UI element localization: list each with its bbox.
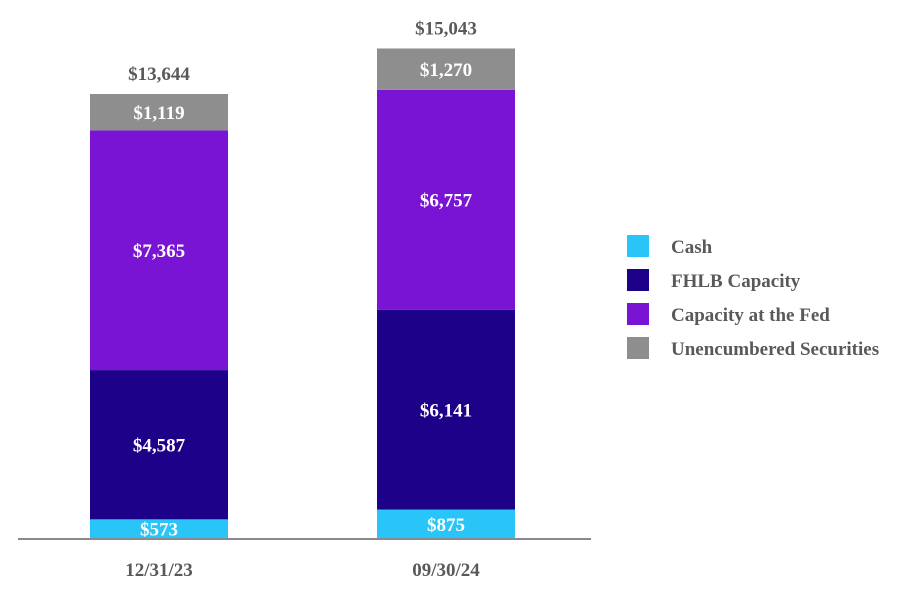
legend-swatch [627,269,649,291]
legend-swatch [627,303,649,325]
legend-label: Capacity at the Fed [671,305,830,326]
bar-segment-unencumbered-securities [90,94,228,131]
bar-segment-unencumbered-securities [377,48,515,90]
data-label: $6,141 [420,401,472,422]
legend-label: Unencumbered Securities [671,339,879,360]
data-label: $7,365 [133,241,185,262]
data-label: $1,270 [420,60,472,81]
total-label: $13,644 [128,64,190,85]
bar-segment-capacity-at-the-fed [90,130,228,371]
x-tick-label: 09/30/24 [412,560,480,581]
data-label: $4,587 [133,436,186,457]
data-label: $875 [427,515,465,536]
data-label: $1,119 [133,103,184,124]
data-label: $6,757 [420,191,473,212]
legend-swatch [627,337,649,359]
bar-segment-cash [90,519,228,538]
legend-label: FHLB Capacity [671,271,801,292]
bar-segment-fhlb-capacity [377,309,515,510]
bar-segment-cash [377,509,515,538]
legend-swatch [627,235,649,257]
bar-segment-fhlb-capacity [90,370,228,520]
bar-segment-capacity-at-the-fed [377,89,515,310]
x-tick-label: 12/31/23 [125,560,193,581]
total-label: $15,043 [415,18,477,39]
data-label: $573 [140,520,178,541]
legend-label: Cash [671,237,713,258]
